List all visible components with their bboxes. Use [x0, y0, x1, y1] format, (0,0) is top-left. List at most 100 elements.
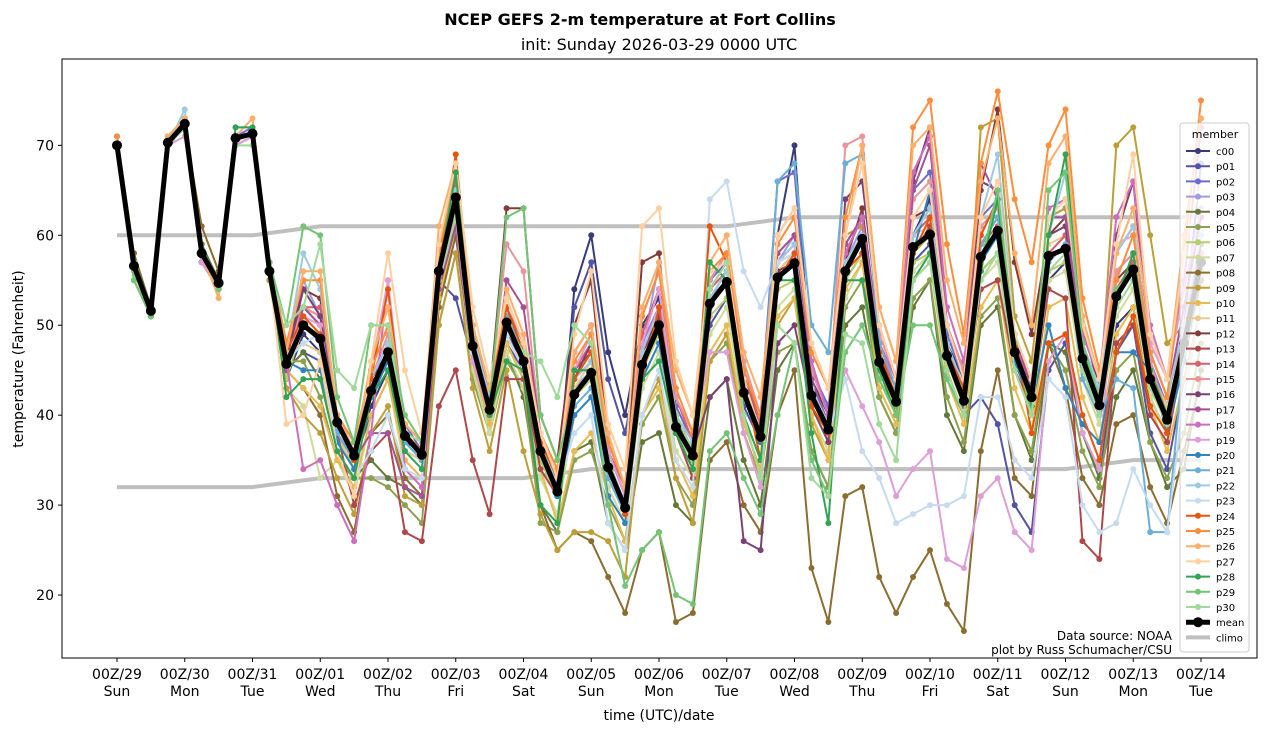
legend-item-p04: p04: [1186, 208, 1235, 219]
data-point-p12: [994, 106, 1001, 113]
data-point-mean: [366, 385, 377, 396]
data-point-mean: [772, 272, 783, 283]
data-point-p08: [1113, 421, 1120, 428]
x-tick-time: 00Z/06: [634, 667, 684, 683]
data-point-p30: [385, 322, 391, 329]
legend-label: p12: [1216, 329, 1235, 340]
x-tick-day: Thu: [374, 684, 401, 700]
data-point-p26: [1028, 322, 1035, 329]
data-point-p25: [1164, 394, 1171, 401]
data-point-p24: [791, 250, 798, 257]
data-point-p19: [1011, 529, 1018, 536]
legend-label: p25: [1216, 527, 1235, 538]
data-point-p29: [656, 529, 662, 536]
data-point-c00: [588, 232, 595, 239]
x-tick-day: Fri: [447, 684, 464, 700]
legend-item-p20: p20: [1186, 451, 1235, 462]
data-point-p29: [317, 232, 324, 239]
legend-marker: [1195, 330, 1201, 337]
data-point-p08: [825, 619, 832, 626]
data-point-p25: [672, 385, 679, 392]
legend-marker: [1195, 528, 1201, 534]
data-point-p28: [537, 502, 544, 509]
legend-label: p05: [1216, 223, 1235, 234]
x-tick-label: 00Z/30 Mon: [160, 667, 210, 700]
data-point-p19: [1096, 466, 1103, 473]
data-point-mean: [1094, 400, 1105, 411]
data-point-p19: [1079, 430, 1086, 437]
data-point-mean: [1111, 291, 1122, 302]
data-point-p29: [622, 583, 629, 590]
x-tick-label: 00Z/29 Sun: [92, 667, 142, 700]
data-point-p16: [842, 196, 849, 203]
data-point-p27: [1164, 376, 1171, 383]
x-tick-label: 00Z/12 Sun: [1041, 667, 1091, 700]
data-point-p25: [1113, 277, 1120, 284]
data-point-p20: [622, 520, 629, 527]
x-tick-time: 00Z/02: [363, 667, 413, 683]
legend-item-p12: p12: [1186, 329, 1235, 340]
legend-label: p24: [1216, 512, 1235, 523]
data-point-p28: [689, 466, 696, 473]
legend-item-p21: p21: [1186, 466, 1235, 477]
data-point-p13: [469, 457, 476, 464]
data-point-p27: [672, 358, 679, 365]
legend-marker: [1195, 315, 1201, 322]
legend-marker: [1195, 512, 1201, 519]
data-point-p23: [723, 178, 730, 185]
data-point-p17: [520, 304, 527, 311]
data-point-mean: [1077, 353, 1088, 364]
data-point-p23: [842, 376, 849, 383]
data-point-p27: [774, 232, 781, 239]
data-point-p01: [571, 304, 578, 311]
data-point-p13: [503, 376, 510, 383]
legend-label: p26: [1216, 542, 1235, 553]
data-point-p04: [672, 502, 679, 509]
data-point-p30: [808, 475, 815, 482]
x-tick-label: 00Z/11 Sat: [973, 667, 1023, 700]
data-point-p05: [1164, 475, 1171, 482]
legend-marker: [1195, 543, 1201, 550]
legend-label: p21: [1216, 466, 1235, 477]
data-point-p16: [317, 313, 324, 320]
data-point-p30: [723, 259, 730, 266]
data-point-p24: [622, 511, 629, 518]
data-point-p30: [537, 358, 544, 365]
data-point-p19: [910, 466, 917, 473]
legend-item-p14: p14: [1186, 360, 1235, 371]
data-point-p24: [1130, 313, 1137, 320]
data-point-p29: [130, 277, 137, 284]
legend-marker: [1195, 148, 1201, 154]
data-point-p23: [910, 511, 917, 518]
legend-marker: [1195, 284, 1201, 291]
y-tick-label: 60: [36, 228, 54, 244]
data-point-p04: [859, 304, 866, 311]
legend-marker: [1195, 497, 1201, 504]
legend-item-p16: p16: [1186, 390, 1235, 401]
data-point-p04: [385, 475, 391, 482]
legend-marker: [1195, 360, 1201, 367]
data-point-p24: [706, 223, 713, 230]
data-point-mean: [1128, 264, 1139, 275]
data-point-p20: [1130, 349, 1137, 356]
data-point-p23: [927, 502, 933, 509]
data-point-p19: [317, 322, 324, 329]
data-point-p23: [605, 520, 612, 527]
data-point-p08: [1130, 412, 1137, 419]
data-point-c00: [791, 142, 798, 149]
data-point-p29: [910, 322, 917, 329]
x-tick-time: 00Z/12: [1041, 667, 1091, 683]
legend-item-p13: p13: [1186, 345, 1235, 356]
data-point-p19: [740, 430, 747, 437]
data-point-p08: [605, 574, 612, 581]
data-point-p26: [588, 322, 595, 329]
data-point-p29: [706, 448, 713, 455]
data-point-p01: [605, 376, 612, 383]
data-point-p29: [774, 412, 781, 419]
data-point-p05: [1079, 448, 1086, 455]
x-tick-day: Tue: [240, 684, 265, 700]
data-point-p23: [385, 412, 391, 419]
data-point-p27: [1113, 241, 1120, 248]
data-point-p23: [1062, 394, 1069, 401]
legend-marker: [1193, 617, 1203, 628]
